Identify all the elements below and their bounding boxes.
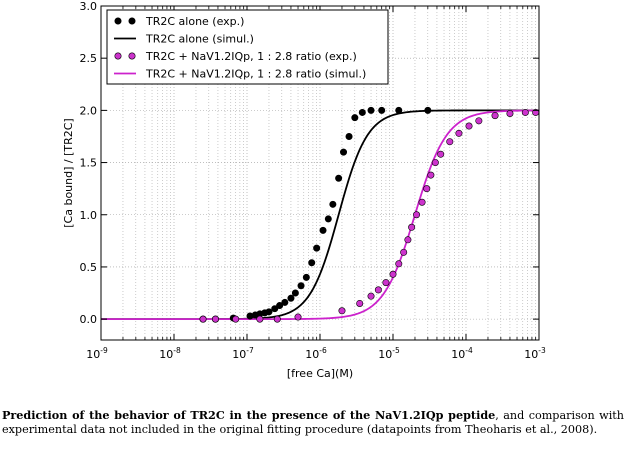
data-point <box>319 226 327 234</box>
data-point <box>281 298 289 306</box>
x-tick-label: 10-8 <box>159 346 181 361</box>
data-point <box>374 286 382 294</box>
data-point <box>367 292 375 300</box>
data-point <box>455 129 463 137</box>
x-tick-label: 10-6 <box>305 346 327 361</box>
data-point <box>302 273 310 281</box>
data-point <box>356 299 364 307</box>
data-point <box>423 185 431 193</box>
data-point <box>271 305 279 313</box>
data-point <box>521 108 529 116</box>
x-tick-labels: 10-9 10-8 10-7 10-6 10-5 10-4 10-3 <box>86 346 546 361</box>
x-tick-label: 10-7 <box>232 346 254 361</box>
data-point <box>297 282 305 290</box>
data-point <box>475 117 483 125</box>
legend-marker-swatch <box>114 52 122 60</box>
caption-text: , and comparison with experimental data … <box>2 409 625 436</box>
x-tick-label: 10-5 <box>378 346 400 361</box>
x-tick-label: 10-9 <box>86 346 108 361</box>
data-point <box>273 315 281 323</box>
data-point <box>382 279 390 287</box>
series-line-3 <box>101 109 540 321</box>
legend-marker-swatch <box>128 17 136 25</box>
data-point <box>408 223 416 231</box>
legend-label: TR2C alone (exp.) <box>145 15 244 28</box>
y-tick-label: 2.0 <box>80 104 98 117</box>
data-point <box>431 159 439 167</box>
data-point <box>294 313 302 321</box>
series-lines <box>101 109 540 321</box>
legend-label: TR2C + NaV1.2IQp, 1 : 2.8 ratio (simul.) <box>145 68 366 81</box>
data-point <box>265 308 273 316</box>
data-point <box>427 171 435 179</box>
chart: 10-9 10-8 10-7 10-6 10-5 10-4 10-3 0.0 0.5 1.0 1.… <box>62 0 546 380</box>
data-point <box>491 112 499 120</box>
legend-marker-swatch <box>114 17 122 25</box>
legend-label: TR2C + NaV1.2IQp, 1 : 2.8 ratio (exp.) <box>145 50 357 63</box>
data-point <box>400 248 408 256</box>
y-tick-label: 2.5 <box>80 52 98 65</box>
y-axis-label: [Ca bound] / [TR2C] <box>62 118 75 227</box>
x-tick-label: 10-4 <box>451 346 473 361</box>
data-point <box>308 259 316 267</box>
data-point <box>395 106 403 114</box>
data-point <box>446 138 454 146</box>
data-point <box>232 315 240 323</box>
data-point <box>424 106 432 114</box>
data-point <box>211 315 219 323</box>
legend-marker-swatch <box>128 52 136 60</box>
data-point <box>389 270 397 278</box>
y-tick-label: 0.5 <box>80 261 98 274</box>
data-point <box>418 198 426 206</box>
data-point <box>506 110 514 118</box>
data-point <box>465 122 473 130</box>
data-point <box>395 260 403 268</box>
data-point <box>345 132 353 140</box>
ticks <box>100 5 540 340</box>
data-point <box>313 244 321 252</box>
data-point <box>340 148 348 156</box>
data-point <box>199 315 207 323</box>
legend: TR2C alone (exp.) TR2C alone (simul.) TR2C… <box>106 9 389 85</box>
data-point <box>335 174 343 182</box>
data-point <box>256 315 264 323</box>
legend-label: TR2C alone (simul.) <box>145 33 254 46</box>
data-point <box>287 294 295 302</box>
data-point <box>378 106 386 114</box>
y-tick-label: 0.0 <box>80 313 98 326</box>
x-tick-label: 10-3 <box>524 346 546 361</box>
data-point <box>324 215 332 223</box>
data-point <box>437 150 445 158</box>
legend-box <box>106 9 389 85</box>
y-tick-label: 3.0 <box>80 0 98 13</box>
data-point <box>338 307 346 315</box>
series-markers <box>199 106 540 323</box>
y-tick-labels: 0.0 0.5 1.0 1.5 2.0 2.5 3.0 <box>80 0 98 326</box>
data-point <box>404 236 412 244</box>
data-point <box>351 114 359 122</box>
x-axis-label: [free Ca](M) <box>287 367 353 380</box>
data-point <box>291 289 299 297</box>
caption-bold: Prediction of the behavior of TR2C in th… <box>2 408 496 422</box>
data-point <box>413 211 421 219</box>
y-tick-label: 1.0 <box>80 209 98 222</box>
data-point <box>358 108 366 116</box>
y-tick-label: 1.5 <box>80 157 98 170</box>
data-point <box>329 200 337 208</box>
data-point <box>276 302 284 310</box>
figure-caption: Prediction of the behavior of TR2C in th… <box>2 408 624 437</box>
data-point <box>367 106 375 114</box>
